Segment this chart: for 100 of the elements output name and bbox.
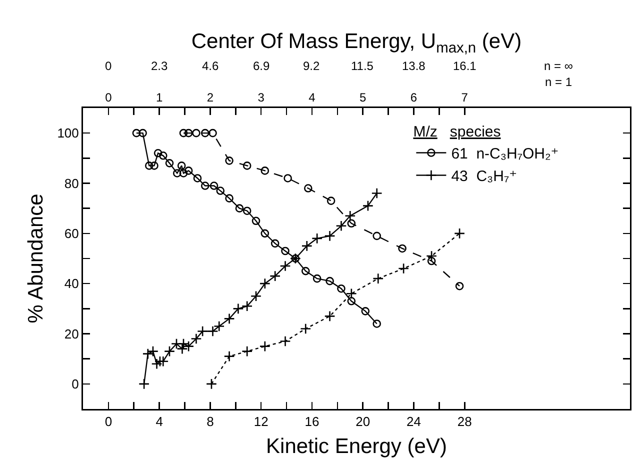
point bbox=[372, 232, 381, 240]
legend-label: 43 C₃H₇⁺ bbox=[451, 168, 518, 186]
point bbox=[371, 188, 382, 199]
point bbox=[301, 266, 310, 276]
point bbox=[235, 204, 244, 212]
y-axis-title: % Abundance bbox=[24, 194, 48, 324]
x-tick-label: 20 bbox=[356, 414, 370, 430]
text: 4.6 bbox=[202, 59, 220, 73]
point bbox=[260, 166, 270, 175]
point bbox=[398, 262, 410, 274]
point bbox=[326, 196, 336, 205]
point bbox=[151, 358, 162, 370]
text: 11.5 bbox=[351, 59, 374, 73]
point bbox=[145, 162, 154, 170]
point bbox=[184, 166, 193, 175]
point bbox=[200, 128, 210, 138]
point bbox=[326, 276, 334, 286]
y-tick-label: 20 bbox=[64, 326, 79, 342]
point bbox=[361, 307, 370, 316]
point bbox=[147, 346, 159, 357]
x2-tick-label: 3 bbox=[258, 90, 265, 105]
point bbox=[172, 169, 182, 178]
point bbox=[132, 128, 141, 138]
point bbox=[250, 290, 262, 302]
text: 6.9 bbox=[253, 59, 270, 73]
x-tick-label: 28 bbox=[457, 414, 472, 430]
x-tick-label: 16 bbox=[304, 414, 320, 430]
point bbox=[312, 232, 323, 244]
x2-tick-label: 2 bbox=[206, 90, 214, 105]
point bbox=[216, 186, 225, 195]
x2-tick-label: 7 bbox=[461, 90, 468, 105]
point bbox=[301, 240, 312, 252]
point bbox=[207, 326, 218, 337]
x-tick-label: 12 bbox=[254, 414, 268, 430]
point bbox=[190, 333, 202, 344]
x-tick-label: 8 bbox=[206, 414, 214, 430]
point bbox=[210, 182, 218, 190]
point bbox=[344, 210, 356, 222]
point bbox=[224, 350, 235, 362]
point bbox=[242, 346, 253, 357]
point bbox=[208, 128, 217, 138]
y-tick-label: 80 bbox=[64, 176, 79, 191]
x2-tick-label: 5 bbox=[360, 90, 367, 105]
point bbox=[312, 274, 322, 283]
point bbox=[259, 278, 270, 290]
x2-axis-title: Center Of Mass Energy, U$_{max,n}$ (eV) bbox=[191, 30, 522, 57]
point bbox=[427, 256, 436, 266]
point bbox=[324, 310, 336, 322]
x-tick-label: 0 bbox=[104, 414, 112, 430]
text: n = 1 bbox=[545, 75, 572, 89]
point bbox=[242, 162, 252, 170]
point bbox=[242, 300, 253, 312]
point bbox=[179, 169, 188, 178]
x2-tick-label: 6 bbox=[410, 90, 418, 105]
x2-tick-label: 4 bbox=[308, 90, 316, 105]
point bbox=[455, 282, 464, 290]
point bbox=[158, 152, 168, 160]
point bbox=[142, 348, 154, 360]
text: n = ∞ bbox=[544, 59, 574, 73]
point bbox=[214, 320, 225, 332]
text: 2.3 bbox=[151, 59, 168, 73]
text: 16.1 bbox=[453, 59, 477, 73]
legend-label: 61 n-C₃H₇OH₂⁺ bbox=[451, 146, 559, 163]
point bbox=[300, 323, 312, 334]
point bbox=[280, 336, 291, 347]
x-axis-title: Kinetic Energy (eV) bbox=[266, 435, 447, 458]
legend-title: M/z species bbox=[413, 124, 501, 141]
point bbox=[164, 346, 176, 357]
x2-tick-label: 1 bbox=[156, 90, 163, 105]
point bbox=[225, 156, 234, 165]
point bbox=[150, 162, 158, 170]
point bbox=[225, 194, 234, 202]
point bbox=[206, 378, 218, 390]
point bbox=[200, 182, 210, 190]
text: 9.2 bbox=[303, 59, 320, 73]
point bbox=[232, 303, 244, 314]
point bbox=[324, 230, 336, 242]
point bbox=[270, 239, 280, 248]
point bbox=[280, 260, 291, 272]
point bbox=[242, 206, 252, 215]
text: 0 bbox=[105, 59, 112, 73]
x2-tick-label: 0 bbox=[105, 90, 112, 105]
point bbox=[138, 128, 147, 138]
point bbox=[372, 320, 381, 328]
point bbox=[177, 162, 186, 170]
point bbox=[281, 246, 290, 256]
point bbox=[179, 128, 188, 138]
y-tick-label: 100 bbox=[57, 126, 79, 141]
x-tick-label: 4 bbox=[156, 414, 163, 430]
point bbox=[154, 149, 162, 158]
point bbox=[362, 200, 374, 212]
point bbox=[270, 270, 281, 282]
point bbox=[138, 378, 150, 390]
point bbox=[304, 184, 312, 192]
y-tick-label: 60 bbox=[64, 226, 79, 241]
point bbox=[224, 313, 235, 324]
point bbox=[347, 219, 356, 228]
point bbox=[259, 340, 270, 352]
text: 13.8 bbox=[402, 59, 426, 73]
point bbox=[372, 273, 384, 284]
